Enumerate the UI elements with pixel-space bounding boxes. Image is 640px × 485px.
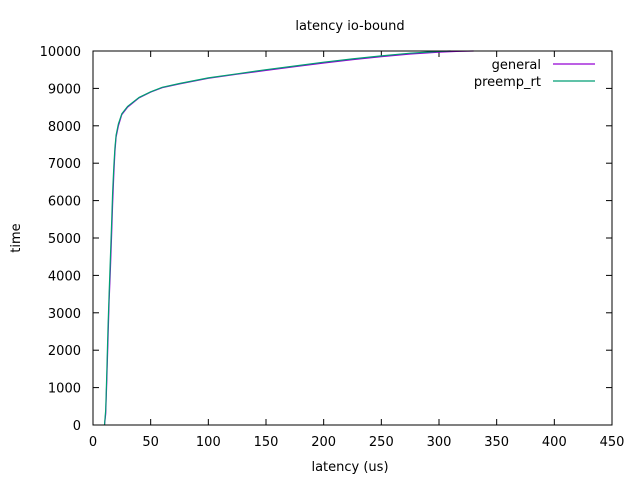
y-tick-label: 4000 [48, 269, 81, 284]
series-line-preemp-rt [103, 50, 451, 426]
series-group [103, 50, 474, 426]
y-tick-label: 0 [73, 419, 81, 434]
x-tick-label: 300 [427, 435, 452, 450]
y-tick-label: 3000 [48, 307, 81, 322]
y-tick-label: 2000 [48, 344, 81, 359]
y-tick-label: 8000 [48, 120, 81, 135]
legend: general preemp_rt [474, 58, 595, 90]
y-tick-label: 9000 [48, 82, 81, 97]
y-tick-label: 1000 [48, 382, 81, 397]
y-tick-label: 5000 [48, 232, 81, 247]
y-tick-label: 10000 [40, 45, 81, 60]
legend-label: general [492, 58, 541, 73]
axis-ticks: 0 50 100 150 200 250 300 350 400 450 0 1000 2000 3000… [40, 45, 625, 450]
x-tick-label: 100 [196, 435, 221, 450]
plot-frame [92, 50, 613, 426]
x-tick-label: 0 [89, 435, 97, 450]
x-tick-label: 150 [254, 435, 279, 450]
x-tick-label: 200 [311, 435, 336, 450]
series-line-general [103, 50, 474, 426]
x-tick-label: 250 [369, 435, 394, 450]
legend-label: preemp_rt [474, 75, 541, 90]
x-axis-label: latency (us) [311, 460, 388, 475]
y-tick-label: 6000 [48, 195, 81, 210]
x-tick-label: 350 [484, 435, 509, 450]
x-tick-label: 400 [542, 435, 567, 450]
chart-title: latency io-bound [295, 19, 404, 34]
x-tick-label: 50 [142, 435, 159, 450]
y-axis-label: time [9, 223, 24, 252]
x-tick-label: 450 [600, 435, 625, 450]
y-tick-label: 7000 [48, 157, 81, 172]
